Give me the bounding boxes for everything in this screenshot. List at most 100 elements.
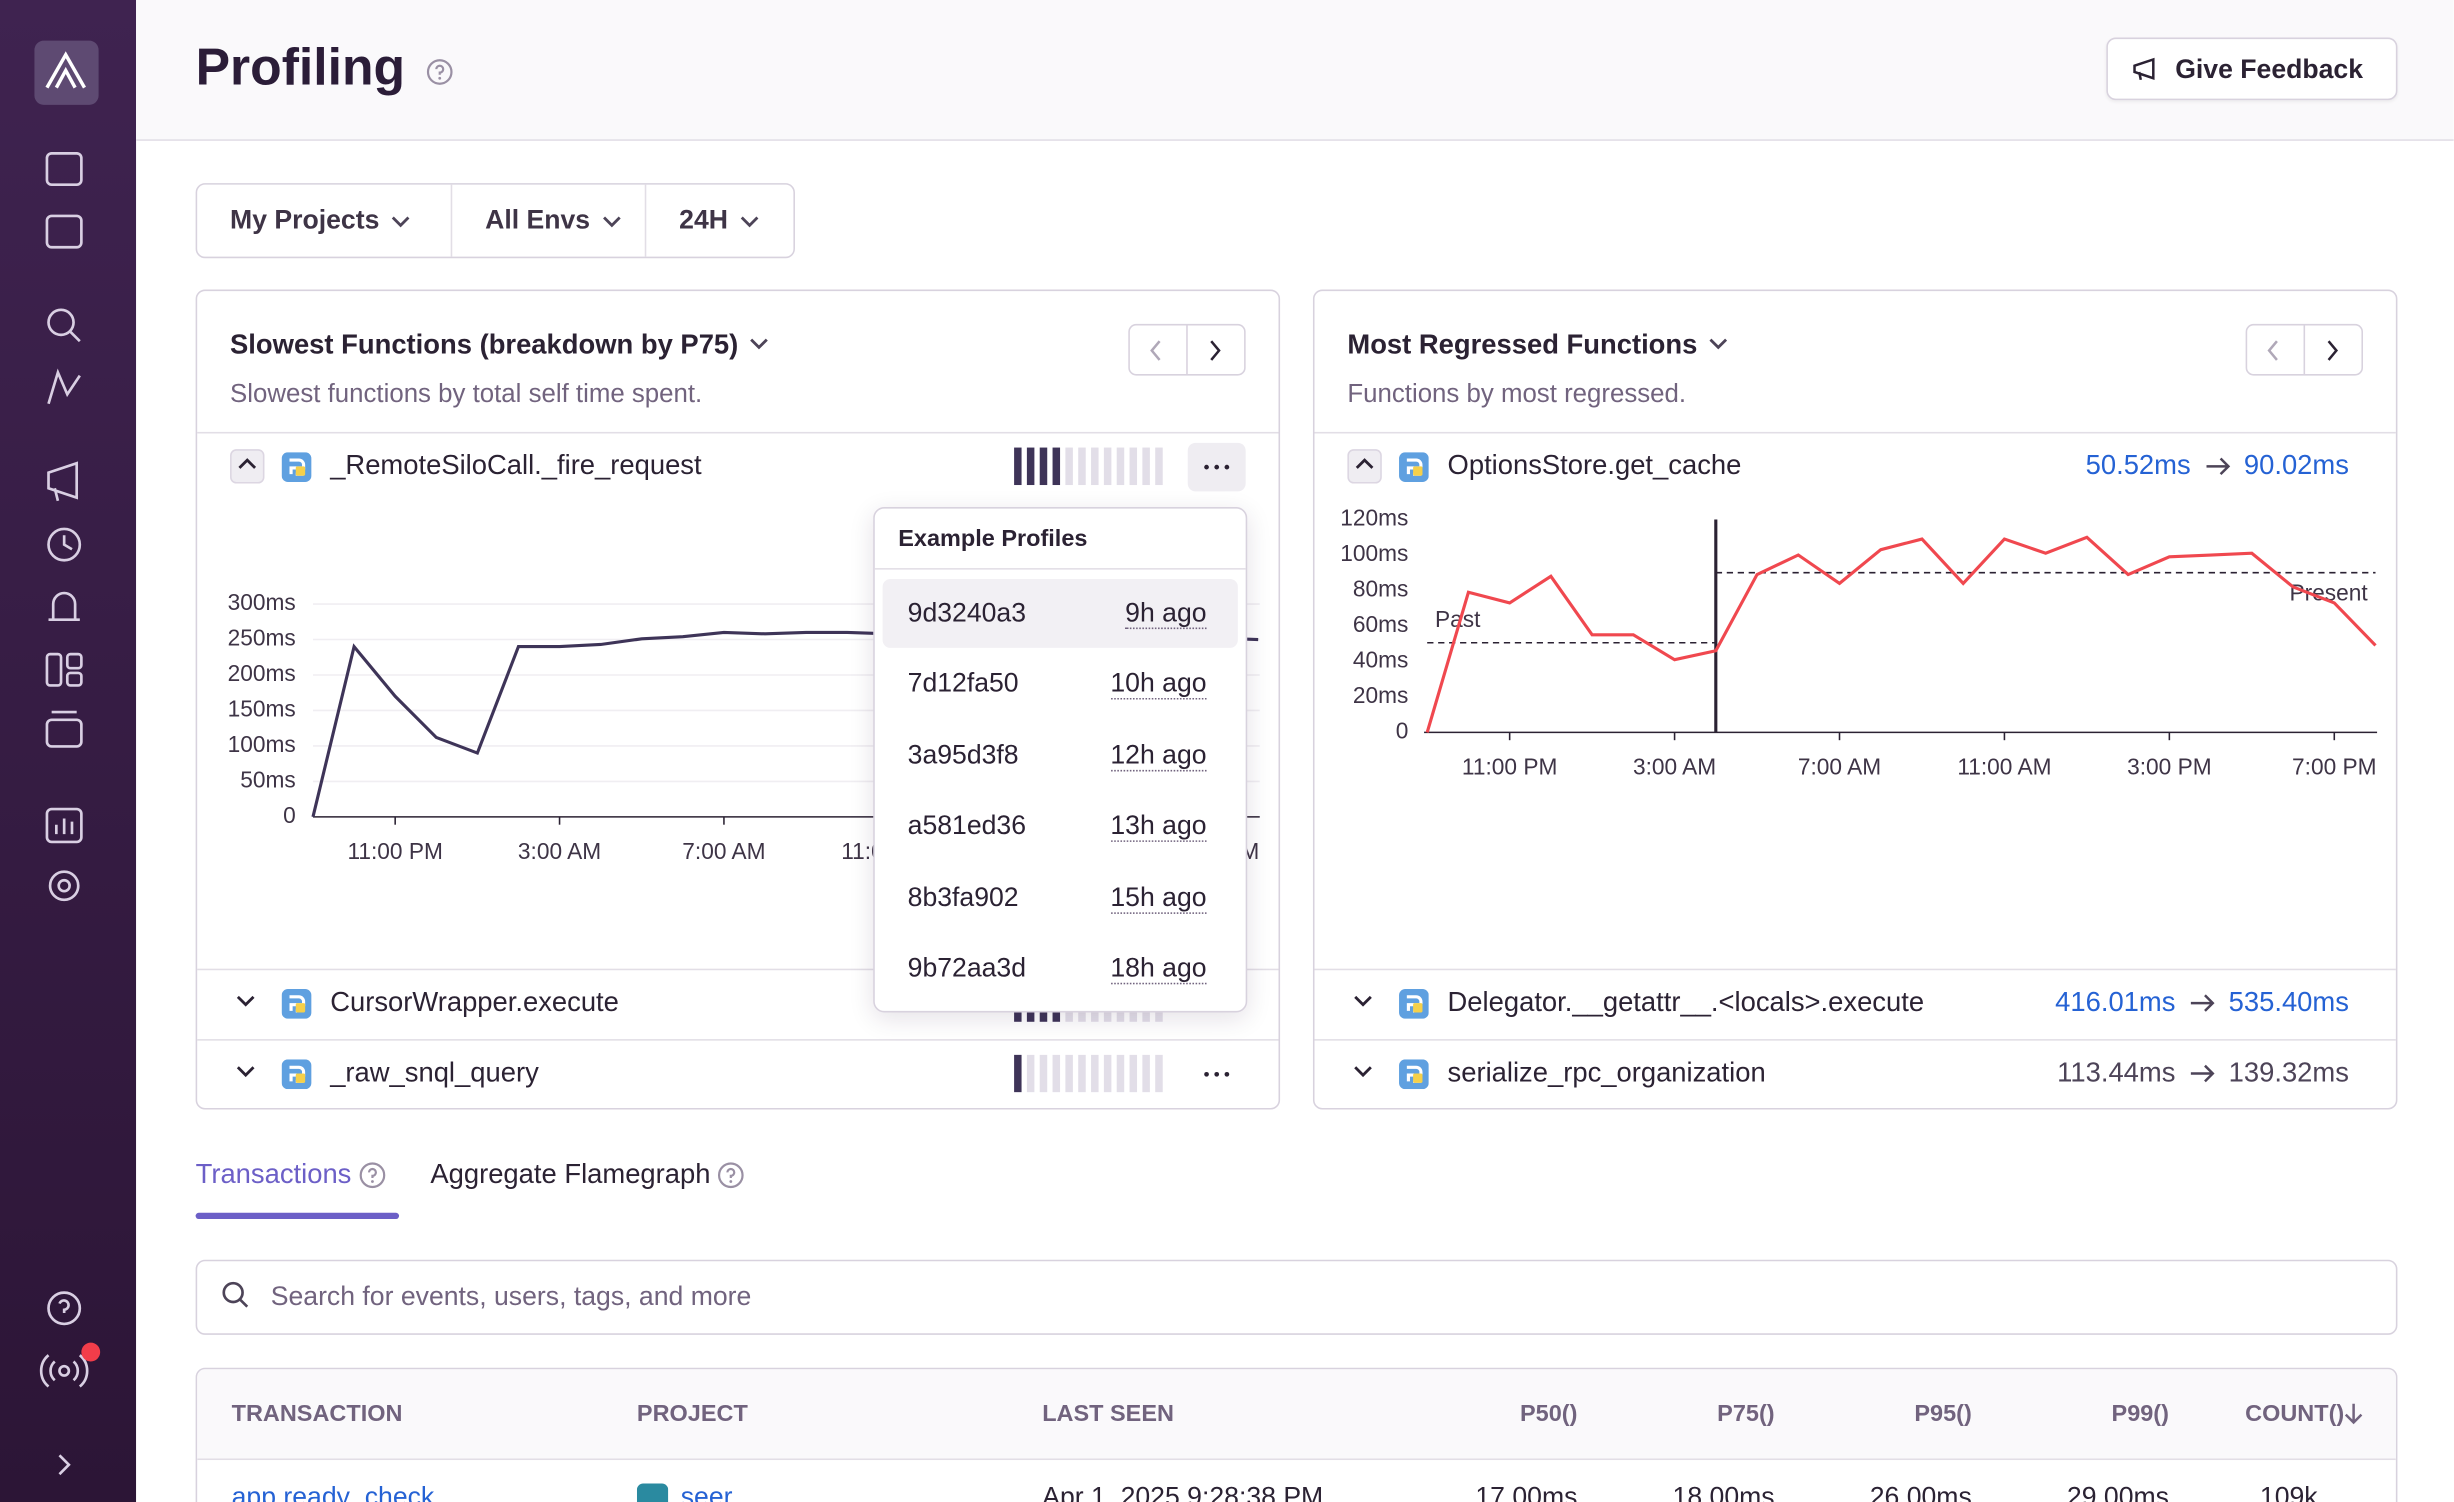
tab[interactable]: Aggregate Flamegraph: [430, 1158, 711, 1190]
python-icon: [281, 989, 312, 1019]
after-value: 139.32ms: [2228, 1056, 2349, 1088]
chevron: [737, 210, 762, 235]
panel-title[interactable]: Most Regressed Functions: [1347, 328, 1698, 360]
next-button[interactable]: [1200, 336, 1228, 364]
filter-button[interactable]: 24H: [644, 184, 794, 257]
divider: [1314, 1039, 2396, 1041]
nav-icon[interactable]: [47, 308, 75, 337]
nav-icon[interactable]: [47, 1291, 82, 1326]
column-header[interactable]: TRANSACTION: [231, 1400, 403, 1428]
column-header[interactable]: COUNT(): [2245, 1400, 2345, 1428]
nav-icon[interactable]: [47, 527, 82, 562]
cell: Apr 1, 2025 9:28:38 PM: [1042, 1481, 1324, 1502]
divider: [197, 431, 1279, 434]
expand-toggle[interactable]: [230, 1056, 264, 1090]
profile-id: 7d12fa50: [907, 668, 1019, 699]
expand-toggle[interactable]: [1347, 986, 1381, 1020]
page-title: Profiling: [195, 37, 406, 96]
menu-item[interactable]: 3a95d3f8 12h ago: [883, 721, 1238, 790]
profile-id: 3a95d3f8: [907, 739, 1019, 770]
chevron: [1706, 332, 1731, 357]
nav-icon[interactable]: [45, 152, 83, 186]
chevron: [388, 210, 413, 235]
notification-dot: [81, 1342, 101, 1362]
feedback-label: Give Feedback: [2175, 54, 2364, 85]
filter-label: 24H: [679, 205, 728, 235]
column-header[interactable]: PROJECT: [636, 1400, 748, 1428]
cell: 29.00ms: [2066, 1481, 2169, 1502]
column-header[interactable]: P50(): [1520, 1400, 1578, 1428]
expand-toggle[interactable]: [230, 986, 264, 1020]
profile-id: 9d3240a3: [907, 597, 1027, 628]
search-bar[interactable]: Search for events, users, tags, and more: [195, 1259, 2398, 1335]
regression-values: 50.52ms 90.02ms: [2086, 449, 2349, 482]
feedback-button[interactable]: Give Feedback: [2106, 37, 2398, 101]
help-icon: [358, 1161, 386, 1189]
divider: [197, 1039, 1279, 1041]
arrow: [2188, 1060, 2216, 1085]
nav-icon[interactable]: [45, 652, 63, 687]
python-icon: [281, 452, 312, 482]
header: [136, 0, 2454, 141]
filter-bar: My Projects All Envs 24H: [195, 183, 795, 259]
cell[interactable]: app.ready_check: [231, 1481, 435, 1502]
filter-button[interactable]: All Envs: [450, 184, 645, 257]
function-name: serialize_rpc_organization: [1447, 1056, 1766, 1088]
cell: 109k: [2259, 1481, 2318, 1502]
prev-button[interactable]: [2260, 336, 2288, 364]
nav-icon[interactable]: [47, 461, 79, 502]
nav-icon[interactable]: [45, 807, 83, 844]
nav-icon[interactable]: [48, 591, 80, 622]
nav-icon[interactable]: [58, 1364, 71, 1377]
regression-values: 416.01ms 535.40ms: [2055, 986, 2349, 1019]
cell[interactable]: seer: [680, 1481, 733, 1502]
table: TRANSACTION PROJECT LAST SEEN P50() P75() P95…: [195, 1367, 2398, 1502]
panel-title[interactable]: Slowest Functions (breakdown by P75): [230, 328, 739, 360]
more-button[interactable]: [1187, 442, 1246, 492]
expand-toggle[interactable]: [1347, 449, 1382, 484]
python-icon: [1399, 1059, 1429, 1090]
column-header[interactable]: P99(): [2111, 1400, 2169, 1428]
next-button[interactable]: [2318, 336, 2346, 364]
column-header[interactable]: LAST SEEN: [1042, 1400, 1174, 1428]
nav-icon[interactable]: [45, 718, 83, 748]
expand-toggle[interactable]: [230, 449, 265, 484]
before-value: 416.01ms: [2055, 985, 2176, 1018]
help-icon[interactable]: [426, 58, 454, 86]
function-name: _raw_snql_query: [330, 1056, 539, 1088]
filter-label: My Projects: [230, 205, 380, 235]
menu-item[interactable]: 9b72aa3d 18h ago: [883, 934, 1238, 1003]
search-icon: [221, 1280, 252, 1311]
table-header: [197, 1369, 2396, 1461]
python-icon: [281, 1059, 312, 1090]
python-icon: [1399, 989, 1429, 1019]
nav-icon[interactable]: [45, 214, 83, 249]
prev-button[interactable]: [1142, 336, 1170, 364]
column-header[interactable]: P75(): [1717, 1400, 1775, 1428]
nav-icon[interactable]: [48, 870, 80, 902]
help-icon: [717, 1161, 745, 1189]
column-header[interactable]: P95(): [1914, 1400, 1972, 1428]
menu-item[interactable]: 9d3240a3 9h ago: [882, 579, 1238, 648]
before-value: 50.52ms: [2085, 449, 2191, 481]
expand-toggle[interactable]: [1347, 1056, 1381, 1090]
collapse[interactable]: [58, 1454, 71, 1476]
profile-age: 9h ago: [1125, 597, 1207, 630]
filter-button[interactable]: My Projects: [197, 185, 451, 257]
menu-item[interactable]: a581ed36 13h ago: [883, 792, 1238, 861]
nav-icon[interactable]: [47, 368, 81, 405]
function-name: _RemoteSiloCall._fire_request: [330, 449, 702, 481]
menu-item[interactable]: 8b3fa902 15h ago: [883, 863, 1238, 932]
after-value: 90.02ms: [2243, 449, 2349, 481]
profile-age: 10h ago: [1110, 668, 1207, 701]
profile-id: 8b3fa902: [907, 881, 1019, 912]
pager: [1128, 323, 1246, 376]
more-button[interactable]: [1188, 1050, 1246, 1099]
arrow: [2203, 453, 2231, 478]
tab[interactable]: Transactions: [195, 1158, 352, 1190]
menu-item[interactable]: 7d12fa50 10h ago: [883, 650, 1238, 719]
pager: [2245, 323, 2363, 376]
bar-indicator: [1014, 1054, 1170, 1093]
